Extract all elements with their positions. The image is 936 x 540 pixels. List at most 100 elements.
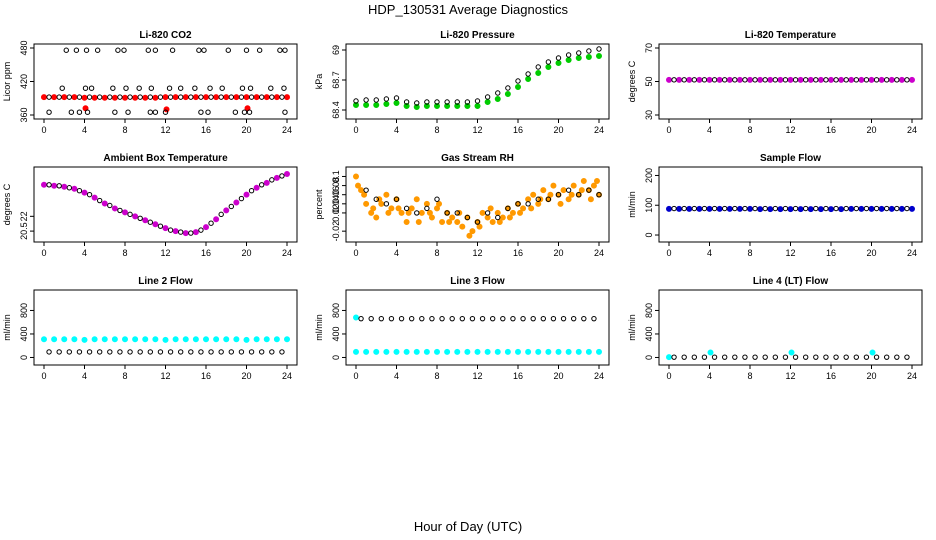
x-tick-label: 20 [866, 371, 876, 381]
data-point [439, 315, 445, 322]
data-point [56, 94, 62, 100]
data-point [747, 76, 754, 83]
data-point [686, 205, 693, 212]
data-point [802, 77, 809, 83]
data-point [51, 182, 58, 189]
x-tick-label: 12 [472, 371, 482, 381]
data-point [385, 209, 392, 216]
data-point [198, 227, 204, 233]
y-tick-label: 0.1 [331, 170, 341, 183]
data-point [213, 94, 220, 101]
data-point [137, 94, 143, 100]
data-point [414, 100, 420, 106]
y-tick-label: 800 [19, 303, 29, 318]
data-point [117, 94, 123, 100]
data-point [590, 182, 597, 189]
y-tick-label: 0 [331, 355, 341, 360]
data-point [444, 210, 450, 216]
data-point [182, 94, 189, 101]
data-point [848, 205, 855, 212]
y-axis-label: kPa [314, 74, 324, 90]
data-point [528, 205, 535, 212]
y-tick-label: 480 [19, 40, 29, 55]
data-point [817, 76, 824, 83]
data-point [540, 187, 547, 194]
data-point [762, 354, 768, 360]
data-point [904, 354, 910, 360]
data-point [263, 179, 270, 186]
data-point [868, 205, 875, 212]
data-point [363, 97, 369, 103]
x-tick-label: 12 [160, 248, 170, 258]
data-point [721, 354, 728, 360]
data-point [177, 85, 184, 91]
data-point [833, 205, 839, 212]
data-point [182, 336, 189, 343]
data-point [147, 349, 154, 355]
data-point [246, 109, 253, 115]
data-point [101, 94, 108, 101]
data-point [414, 210, 420, 216]
y-tick-label: 400 [19, 326, 29, 341]
data-point [464, 103, 471, 110]
data-point [596, 348, 603, 355]
data-point [858, 76, 865, 83]
x-tick-label: 4 [707, 248, 712, 258]
data-point [142, 217, 149, 224]
y-tick-label: 68.4 [331, 101, 341, 119]
data-point [429, 315, 435, 322]
data-point [823, 205, 829, 212]
data-point [742, 77, 748, 83]
data-point [96, 349, 103, 355]
data-point [136, 85, 142, 91]
data-point [762, 77, 768, 83]
x-tick-label: 16 [826, 125, 836, 135]
data-point [61, 94, 68, 101]
data-point [241, 109, 248, 115]
data-point [823, 354, 829, 360]
data-point [73, 47, 80, 53]
data-point [395, 205, 402, 212]
data-point [757, 206, 764, 213]
data-point [586, 187, 592, 193]
x-tick-label: 24 [594, 125, 604, 135]
data-point [269, 349, 275, 355]
data-point [282, 109, 288, 115]
data-point [434, 196, 440, 202]
data-point [228, 203, 235, 210]
data-point [853, 354, 860, 360]
data-point [545, 64, 552, 71]
x-tick-label: 16 [201, 125, 211, 135]
data-point [701, 354, 708, 360]
data-point [565, 348, 572, 355]
data-point [269, 177, 275, 183]
data-point [833, 77, 839, 83]
data-point [767, 206, 774, 213]
data-point [202, 336, 209, 343]
panel-title: Sample Flow [760, 153, 821, 164]
data-point [474, 219, 481, 225]
data-point [46, 349, 52, 355]
data-point [878, 205, 885, 212]
data-point [545, 196, 552, 202]
data-point [162, 225, 169, 232]
data-point [122, 209, 129, 216]
x-tick-label: 8 [747, 371, 752, 381]
data-point [82, 85, 89, 91]
data-point [373, 97, 379, 103]
x-tick-label: 4 [394, 248, 399, 258]
data-point [509, 209, 516, 216]
data-point [747, 205, 754, 212]
y-tick-label: 30 [644, 110, 654, 120]
data-point [696, 76, 703, 83]
data-point [666, 76, 673, 83]
y-tick-label: 20.5 [19, 222, 29, 240]
data-point [132, 94, 139, 101]
data-point [147, 109, 154, 115]
data-point [904, 77, 910, 83]
x-tick-label: 12 [785, 125, 795, 135]
data-point [515, 78, 521, 84]
y-tick-label: 0.06 [331, 186, 341, 204]
x-tick-label: 24 [907, 371, 917, 381]
